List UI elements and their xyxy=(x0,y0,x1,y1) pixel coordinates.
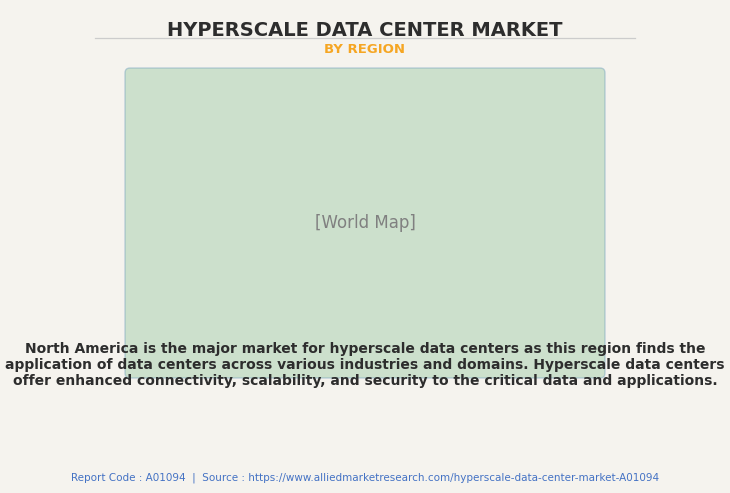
Text: BY REGION: BY REGION xyxy=(325,43,405,56)
Text: North America is the major market for hyperscale data centers as this region fin: North America is the major market for hy… xyxy=(25,342,705,356)
Text: offer enhanced connectivity, scalability, and security to the critical data and : offer enhanced connectivity, scalability… xyxy=(12,374,718,388)
Text: [World Map]: [World Map] xyxy=(315,214,415,232)
Text: HYPERSCALE DATA CENTER MARKET: HYPERSCALE DATA CENTER MARKET xyxy=(167,21,563,40)
Text: application of data centers across various industries and domains. Hyperscale da: application of data centers across vario… xyxy=(5,358,725,372)
FancyBboxPatch shape xyxy=(125,68,605,378)
Text: Report Code : A01094  |  Source : https://www.alliedmarketresearch.com/hyperscal: Report Code : A01094 | Source : https://… xyxy=(71,472,659,483)
